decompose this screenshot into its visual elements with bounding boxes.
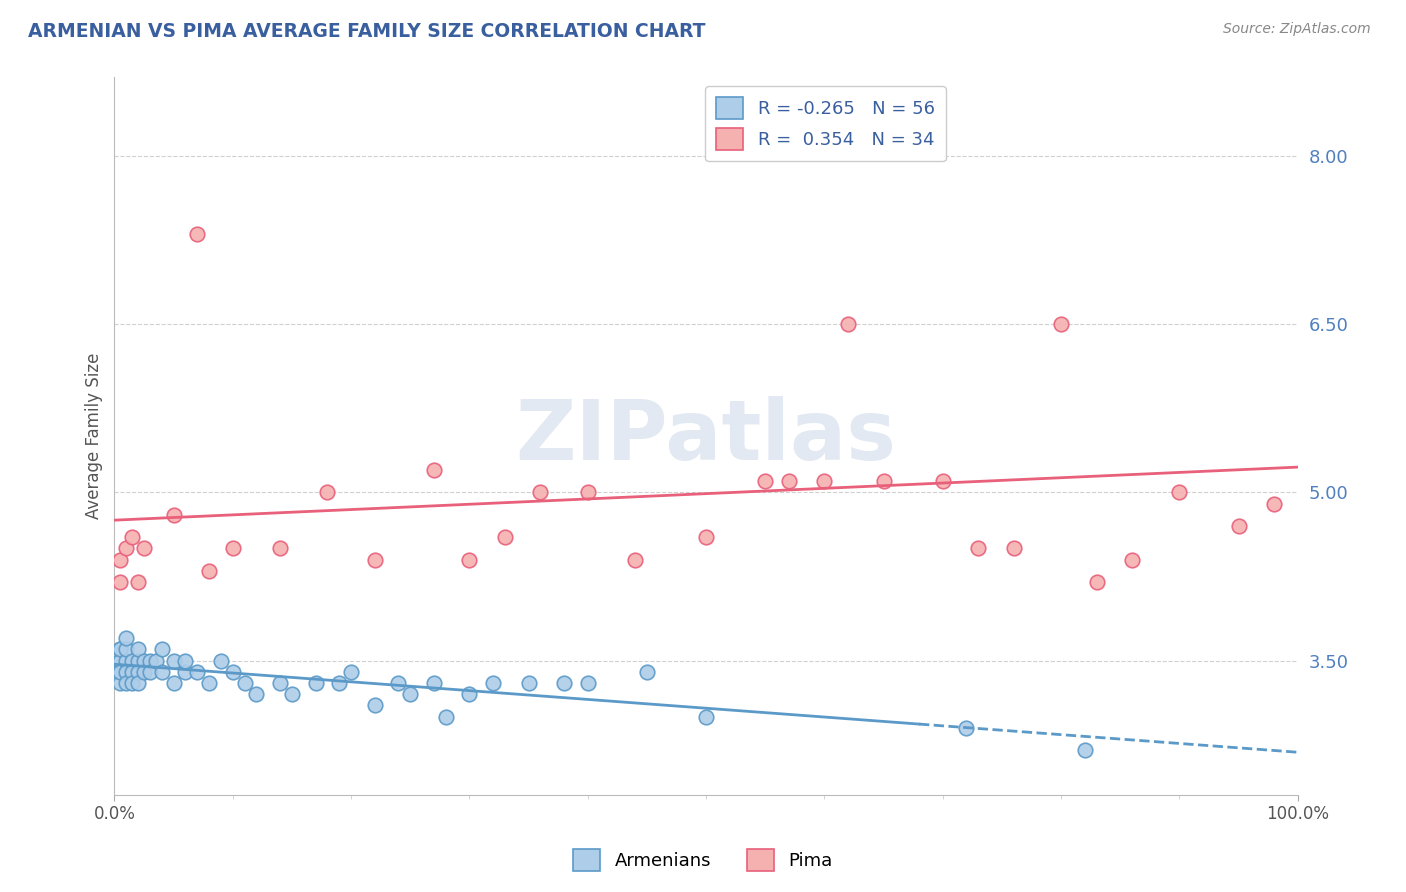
Point [127, 665, 149, 679]
Point [110, 574, 132, 589]
Point [955, 721, 977, 735]
Point [1168, 485, 1191, 500]
Point [115, 541, 138, 556]
Point [209, 653, 232, 667]
Point [132, 541, 155, 556]
Point [174, 665, 197, 679]
Point [139, 665, 162, 679]
Point [127, 676, 149, 690]
Point [1121, 552, 1143, 566]
Point [162, 653, 184, 667]
Point [150, 642, 173, 657]
Point [754, 137, 776, 152]
Point [110, 676, 132, 690]
Point [121, 665, 143, 679]
Point [364, 698, 387, 713]
Point [754, 474, 776, 488]
Point [115, 642, 138, 657]
Point [529, 485, 551, 500]
Point [186, 227, 208, 242]
Point [110, 653, 132, 667]
Point [494, 530, 516, 544]
Point [553, 676, 575, 690]
Point [174, 653, 197, 667]
Point [636, 665, 658, 679]
Point [139, 653, 162, 667]
Point [364, 552, 387, 566]
Point [233, 676, 256, 690]
Point [328, 676, 350, 690]
Point [127, 642, 149, 657]
Point [872, 474, 894, 488]
Point [110, 642, 132, 657]
Point [340, 665, 363, 679]
Point [967, 541, 990, 556]
Point [245, 687, 267, 701]
Point [837, 317, 859, 331]
Point [186, 665, 208, 679]
Point [132, 653, 155, 667]
Point [121, 676, 143, 690]
Point [316, 485, 339, 500]
Point [110, 653, 132, 667]
Point [115, 653, 138, 667]
Point [198, 676, 221, 690]
Point [115, 631, 138, 645]
Text: ARMENIAN VS PIMA AVERAGE FAMILY SIZE CORRELATION CHART: ARMENIAN VS PIMA AVERAGE FAMILY SIZE COR… [28, 22, 706, 41]
Point [1263, 496, 1285, 510]
Point [423, 676, 446, 690]
Point [121, 530, 143, 544]
Point [110, 665, 132, 679]
Point [1227, 519, 1250, 533]
Point [813, 474, 835, 488]
Point [162, 676, 184, 690]
Point [132, 665, 155, 679]
Point [931, 474, 953, 488]
Point [281, 687, 304, 701]
Point [145, 653, 167, 667]
Point [1085, 574, 1108, 589]
Y-axis label: Average Family Size: Average Family Size [86, 353, 103, 519]
Point [1002, 541, 1025, 556]
Point [778, 474, 800, 488]
Point [458, 687, 481, 701]
Point [110, 665, 132, 679]
Text: Source: ZipAtlas.com: Source: ZipAtlas.com [1223, 22, 1371, 37]
Point [269, 541, 291, 556]
Point [162, 508, 184, 522]
Point [695, 530, 717, 544]
Point [1050, 317, 1073, 331]
Text: ZIPatlas: ZIPatlas [516, 396, 897, 476]
Point [222, 665, 245, 679]
Point [1073, 743, 1095, 757]
Point [150, 665, 173, 679]
Point [624, 552, 647, 566]
Point [387, 676, 409, 690]
Point [115, 665, 138, 679]
Point [482, 676, 505, 690]
Point [423, 463, 446, 477]
Legend: R = -0.265   N = 56, R =  0.354   N = 34: R = -0.265 N = 56, R = 0.354 N = 34 [706, 87, 945, 161]
Point [110, 552, 132, 566]
Point [269, 676, 291, 690]
Point [576, 676, 599, 690]
Point [576, 485, 599, 500]
Point [458, 552, 481, 566]
Point [198, 564, 221, 578]
Point [517, 676, 540, 690]
Point [127, 574, 149, 589]
Point [434, 709, 457, 723]
Legend: Armenians, Pima: Armenians, Pima [565, 842, 841, 879]
Point [304, 676, 326, 690]
Point [399, 687, 422, 701]
Point [222, 541, 245, 556]
Point [115, 676, 138, 690]
Point [110, 642, 132, 657]
Point [695, 709, 717, 723]
Point [127, 653, 149, 667]
Point [121, 653, 143, 667]
Point [110, 653, 132, 667]
